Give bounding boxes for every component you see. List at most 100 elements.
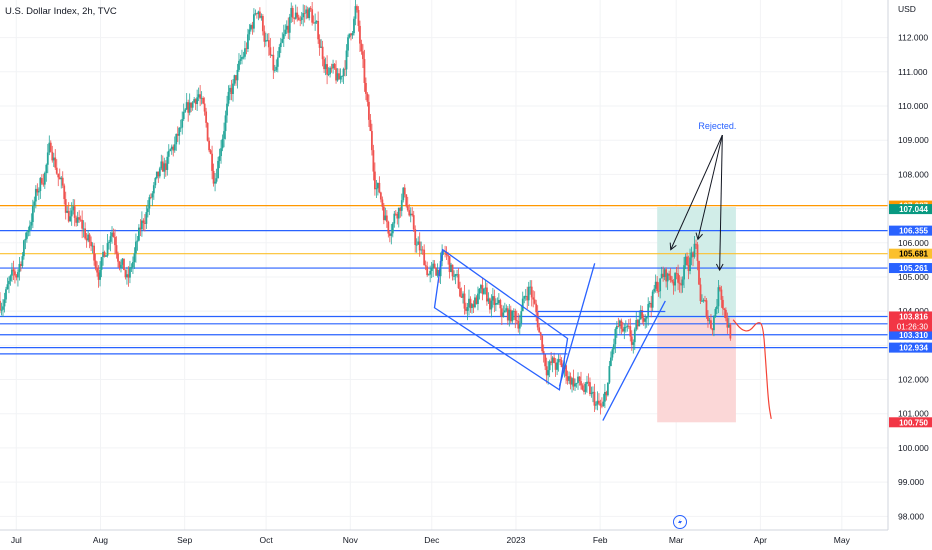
candle	[242, 51, 245, 60]
candle-body	[105, 255, 107, 257]
candle-body	[704, 300, 706, 301]
candle	[85, 233, 88, 248]
candle	[724, 307, 727, 322]
candle-body	[698, 260, 700, 285]
candle-body	[675, 273, 678, 274]
candle-body	[708, 320, 711, 322]
candle	[678, 275, 681, 293]
candle-body	[97, 272, 100, 280]
candle	[657, 282, 660, 297]
candle-body	[214, 181, 216, 184]
tradingview-logo-icon[interactable]	[673, 515, 687, 529]
candle-body	[142, 220, 145, 223]
candle	[103, 250, 106, 258]
candle	[353, 16, 355, 36]
annotation-arrow[interactable]	[670, 134, 723, 250]
candle-body	[456, 274, 458, 275]
candle	[357, 6, 360, 32]
trend-drawings[interactable]	[0, 248, 772, 421]
candle-body	[247, 34, 249, 50]
candle-body	[669, 275, 672, 281]
candle	[369, 114, 372, 132]
candle	[365, 77, 367, 101]
target-zone[interactable]	[657, 207, 736, 318]
candle-body	[373, 171, 376, 190]
candle-body	[73, 206, 76, 218]
candle	[224, 110, 227, 140]
candle-body	[64, 199, 67, 213]
candle-body	[394, 213, 397, 215]
candle-body	[179, 127, 182, 129]
candle-body	[12, 269, 15, 272]
candle-body	[33, 201, 36, 206]
annotation-arrow[interactable]	[697, 134, 723, 240]
candle	[421, 246, 424, 255]
rising-trendline[interactable]	[602, 300, 666, 421]
candle	[638, 310, 641, 327]
candle	[551, 356, 554, 373]
projection-path[interactable]	[732, 319, 772, 419]
candle	[175, 133, 178, 151]
candle	[266, 33, 269, 42]
candle	[22, 239, 25, 260]
candle-body	[620, 320, 623, 329]
candle-body	[300, 17, 303, 21]
annotation-arrow[interactable]	[719, 135, 723, 271]
candle	[179, 119, 182, 133]
candle	[559, 354, 561, 365]
rejected-annotation[interactable]: Rejected.	[669, 121, 736, 272]
candle	[239, 54, 242, 65]
candle-body	[297, 17, 300, 20]
candle-body	[575, 382, 578, 384]
candle	[173, 136, 176, 153]
candle-body	[415, 244, 418, 246]
candle-body	[9, 275, 12, 281]
candle-body	[157, 171, 160, 177]
candle	[415, 238, 418, 253]
candle-body	[421, 249, 424, 251]
candle	[288, 13, 291, 40]
candle-body	[462, 293, 464, 298]
candle-body	[657, 291, 660, 292]
candle	[569, 372, 572, 390]
candle-body	[34, 188, 37, 202]
candle-body	[191, 102, 194, 108]
candle	[568, 371, 570, 384]
candle-body	[193, 99, 196, 103]
candle	[166, 151, 169, 176]
x-tick-label: Aug	[93, 535, 108, 545]
candle	[196, 89, 199, 111]
falling-channel[interactable]	[433, 248, 569, 391]
y-tick-label: 109.000	[898, 135, 929, 145]
y-tick-label: 108.000	[898, 169, 929, 179]
candle-body	[450, 264, 452, 273]
candle-body	[382, 206, 385, 221]
candle-body	[250, 25, 252, 30]
candle	[529, 280, 532, 295]
rising-trendline[interactable]	[558, 263, 596, 387]
candle-body	[108, 241, 110, 244]
candle	[311, 1, 314, 26]
candle	[484, 279, 487, 295]
candle	[448, 255, 451, 279]
candle-body	[506, 308, 509, 321]
candle-body	[318, 39, 321, 48]
candle	[263, 25, 266, 48]
candle-body	[469, 298, 472, 309]
candle-body	[149, 197, 152, 199]
candle-body	[163, 163, 166, 172]
candle-body	[354, 6, 357, 19]
candle	[124, 269, 127, 280]
price-badge	[889, 342, 932, 353]
candle	[299, 15, 302, 27]
candle-body	[0, 300, 1, 311]
stop-zone[interactable]	[657, 318, 736, 423]
candle-body	[91, 245, 94, 247]
candle-body	[536, 312, 539, 328]
candle	[708, 317, 711, 324]
candle	[695, 239, 697, 249]
candle	[523, 295, 526, 304]
candle-body	[696, 244, 699, 261]
candle	[714, 307, 717, 318]
